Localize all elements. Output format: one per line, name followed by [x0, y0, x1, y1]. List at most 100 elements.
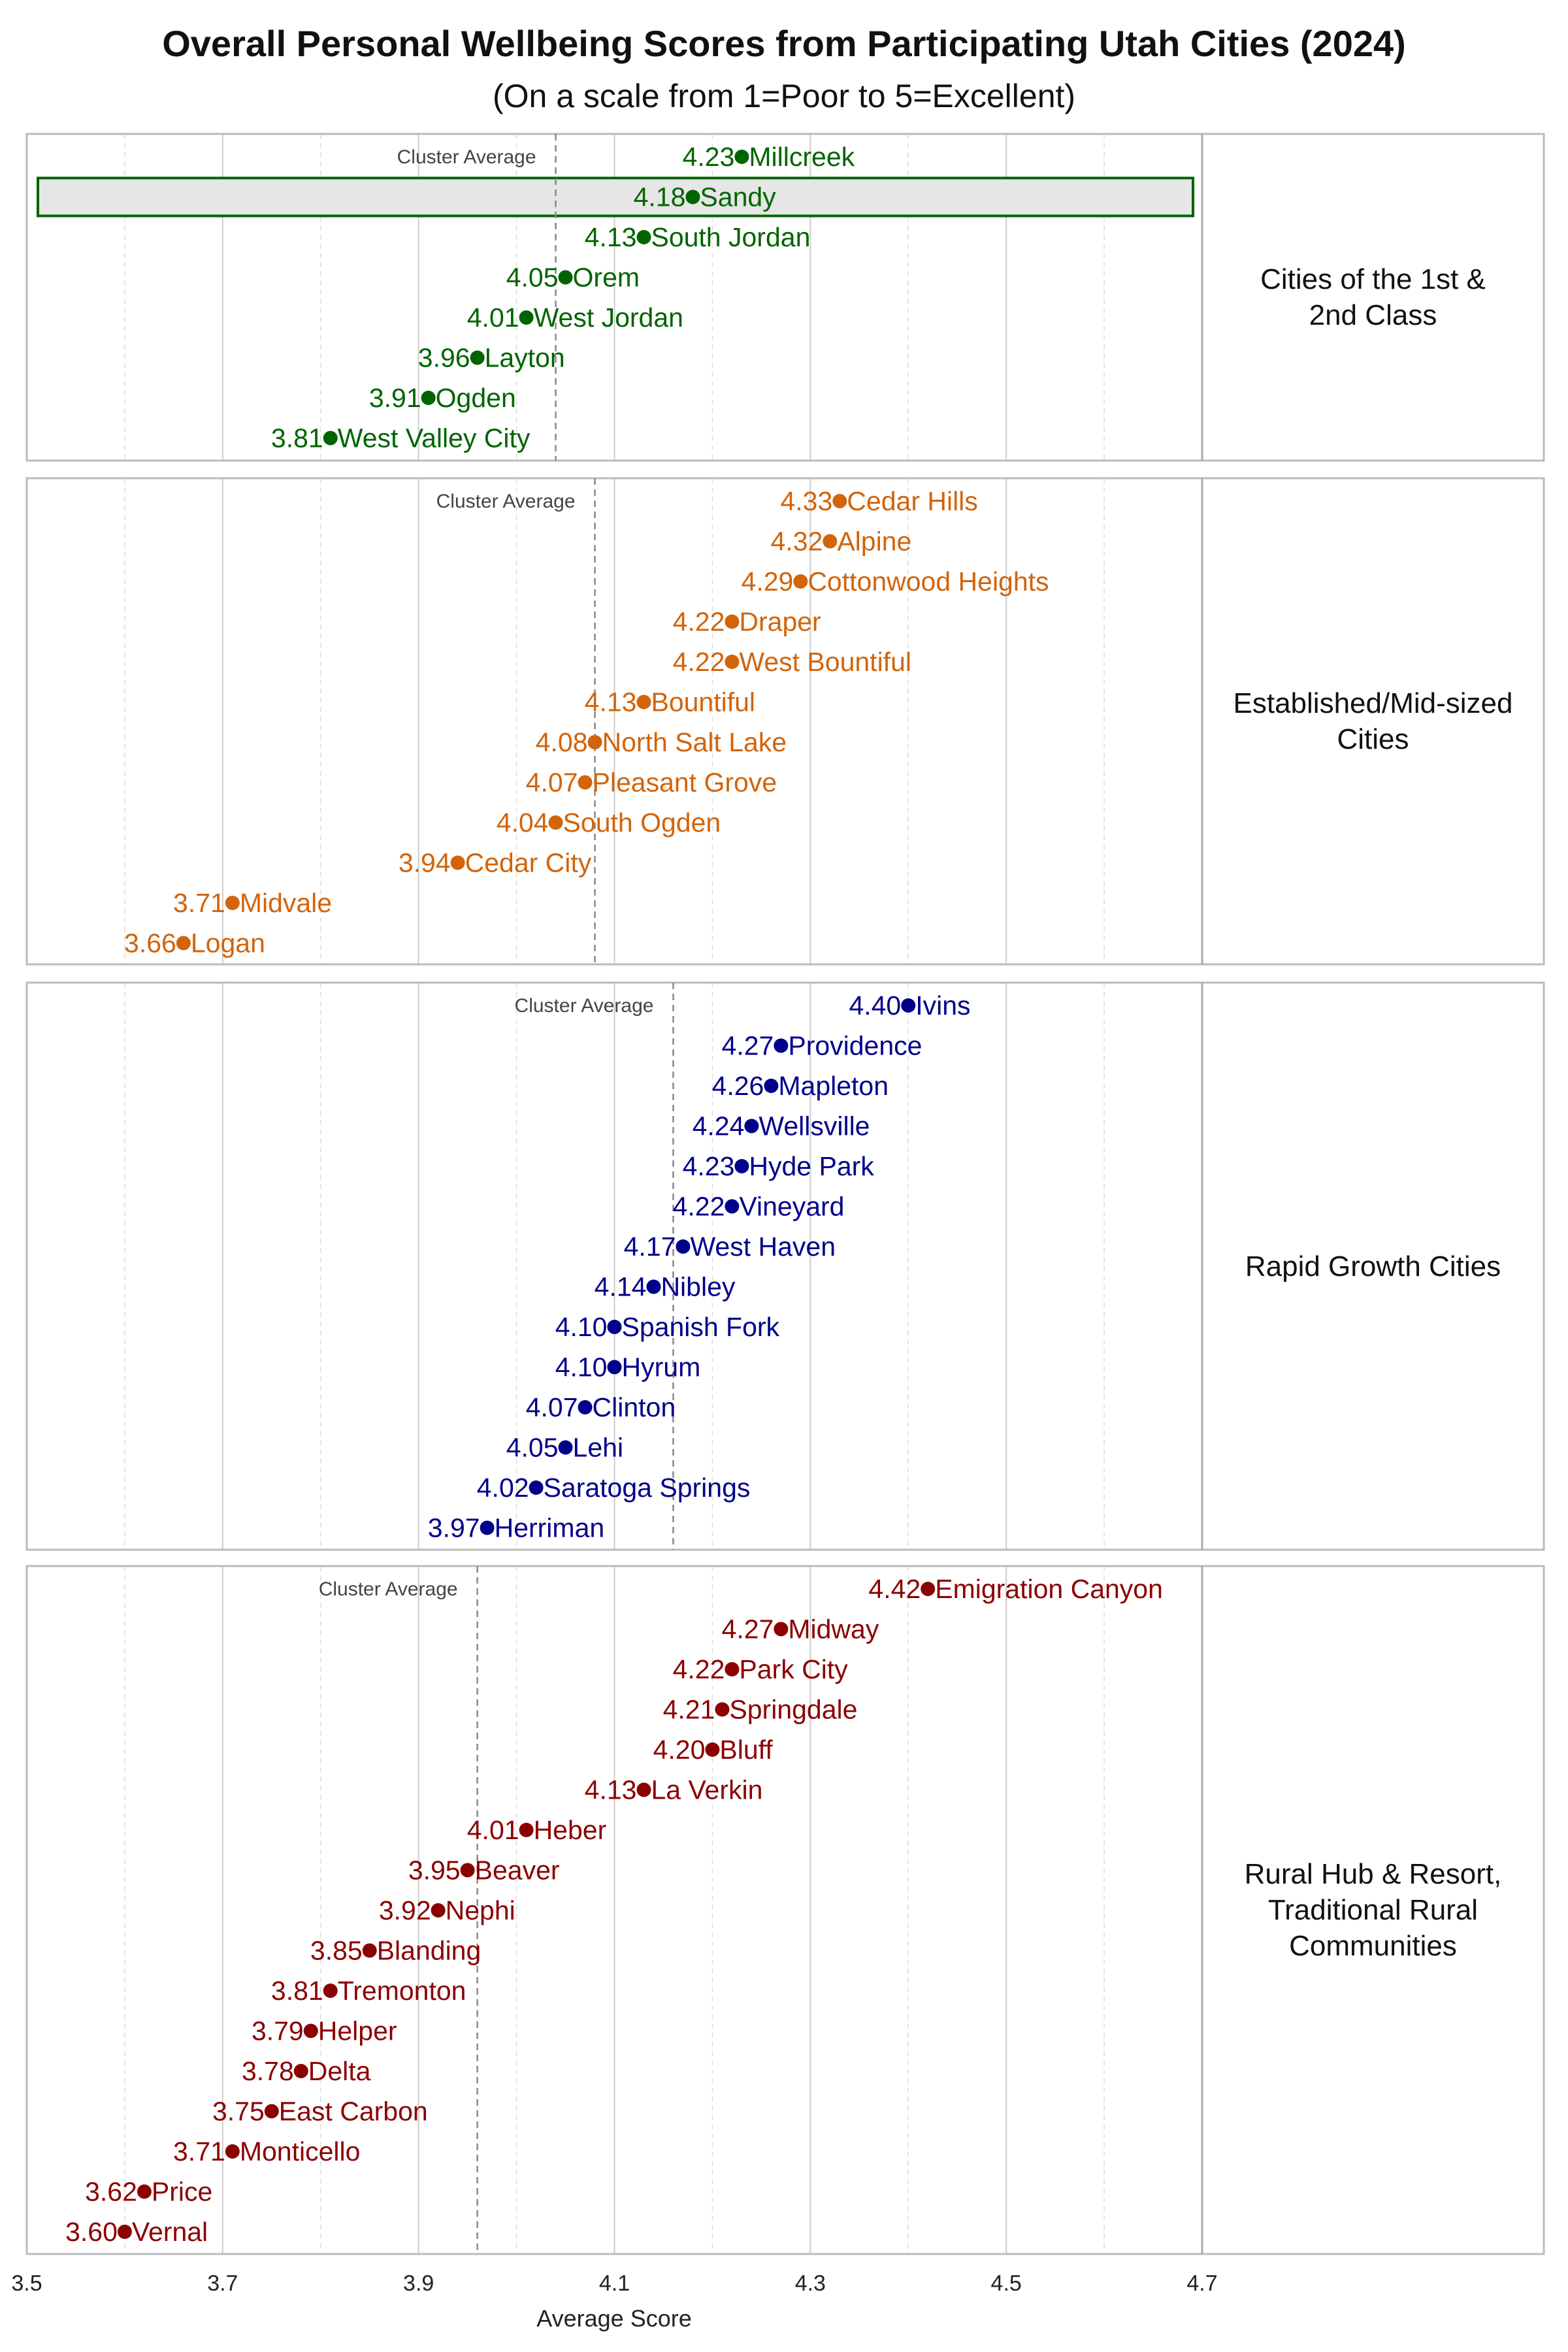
cluster-average-label: Cluster Average: [319, 1578, 458, 1600]
data-label-value: 4.01: [467, 1815, 519, 1845]
data-label-city: Park City: [739, 1654, 848, 1684]
x-tick-label: 4.7: [1186, 2271, 1217, 2296]
data-point: [774, 1622, 789, 1637]
data-label-city: South Jordan: [651, 222, 810, 252]
data-point: [636, 230, 651, 244]
data-point: [264, 2104, 279, 2119]
data-label-city: Orem: [573, 263, 640, 293]
data-point: [774, 1038, 789, 1053]
panel-frame: [25, 133, 1545, 462]
data-label-city: Spanish Fork: [622, 1312, 780, 1342]
data-point: [725, 1199, 740, 1214]
data-label-city: Midway: [788, 1614, 879, 1644]
data-label-city: Pleasant Grove: [593, 768, 777, 798]
data-point: [362, 1943, 377, 1958]
data-label-value: 3.75: [212, 2097, 265, 2127]
data-label-city: Mapleton: [778, 1071, 889, 1101]
data-label-city: Cedar City: [465, 848, 592, 878]
data-label-value: 4.13: [585, 687, 637, 717]
data-label-city: Herriman: [495, 1513, 605, 1543]
data-label-city: West Haven: [690, 1232, 836, 1262]
facet-label: Rapid Growth Cities: [1245, 1250, 1501, 1282]
data-label-city: Ivins: [915, 990, 970, 1021]
data-point: [176, 936, 191, 951]
panel-frame: [25, 981, 1545, 1551]
data-point: [460, 1863, 475, 1878]
data-point: [607, 1360, 622, 1375]
data-label-value: 4.18: [634, 182, 686, 212]
data-point: [725, 614, 740, 629]
data-label-value: 4.40: [849, 990, 901, 1021]
data-label-value: 4.29: [742, 566, 794, 596]
data-label-city: Vernal: [132, 2217, 208, 2247]
data-label-value: 3.92: [379, 1895, 431, 1925]
cluster-average-label: Cluster Average: [515, 995, 654, 1017]
data-point: [470, 350, 485, 365]
data-point: [676, 1239, 691, 1254]
x-tick-label: 3.7: [207, 2271, 238, 2296]
data-label-city: Blanding: [377, 1936, 482, 1966]
data-label-city: Ogden: [436, 383, 516, 413]
data-label-city: Cottonwood Heights: [808, 566, 1049, 596]
x-tick-label: 4.1: [599, 2271, 630, 2296]
x-tick-label: 4.3: [795, 2271, 826, 2296]
data-label-value: 3.96: [418, 343, 470, 373]
x-axis-label: Average Score: [536, 2305, 692, 2332]
data-label-city: Providence: [788, 1031, 922, 1061]
data-point: [117, 2225, 132, 2239]
data-label-city: Alpine: [837, 527, 911, 557]
data-label-value: 4.27: [722, 1614, 774, 1644]
data-label-value: 4.22: [673, 1192, 725, 1222]
data-point: [137, 2184, 152, 2199]
data-point: [323, 1984, 338, 1998]
data-label-value: 4.10: [555, 1352, 608, 1382]
data-label-value: 4.04: [497, 808, 549, 838]
data-label-value: 3.91: [369, 383, 421, 413]
data-label-city: West Bountiful: [739, 647, 911, 677]
data-label-value: 4.22: [673, 647, 725, 677]
data-label-value: 4.07: [526, 768, 578, 798]
data-point: [587, 735, 602, 749]
facet-label: Cities of the 1st & 2nd Class: [1260, 263, 1486, 331]
data-point: [734, 1159, 749, 1173]
data-label-value: 4.23: [683, 1151, 735, 1181]
data-point: [431, 1903, 446, 1918]
data-label-value: 4.27: [722, 1031, 774, 1061]
data-label-city: Tremonton: [338, 1976, 466, 2006]
data-label-value: 4.02: [477, 1473, 529, 1503]
data-point: [558, 1440, 573, 1455]
data-label-value: 4.22: [673, 1654, 725, 1684]
data-label-value: 4.33: [780, 486, 832, 516]
data-label-city: Price: [152, 2177, 212, 2207]
data-point: [715, 1702, 730, 1717]
data-label-city: Hyde Park: [749, 1151, 874, 1181]
data-label-city: North Salt Lake: [602, 727, 787, 757]
data-label-city: Delta: [308, 2056, 371, 2086]
data-point: [734, 150, 749, 164]
data-label-value: 3.85: [310, 1936, 363, 1966]
data-point: [685, 189, 700, 204]
data-label-city: Millcreek: [749, 142, 855, 172]
data-point: [225, 896, 240, 910]
x-tick-label: 3.9: [403, 2271, 434, 2296]
data-label-city: Sandy: [700, 182, 776, 212]
data-label-city: West Valley City: [338, 423, 531, 453]
facet-label: Rural Hub & Resort, Traditional Rural Co…: [1244, 1858, 1502, 1962]
data-label-city: Nephi: [446, 1895, 515, 1925]
panel-frame: [25, 477, 1545, 966]
data-point: [578, 775, 593, 790]
data-point: [293, 2064, 308, 2078]
data-label-city: Logan: [191, 928, 265, 958]
data-label-city: Lehi: [573, 1433, 624, 1463]
data-point: [529, 1480, 544, 1495]
highlight-box: [37, 176, 1194, 218]
data-point: [636, 694, 651, 710]
data-label-value: 4.14: [595, 1272, 647, 1302]
data-label-city: Wellsville: [759, 1111, 870, 1141]
data-point: [519, 310, 534, 325]
data-label-value: 4.13: [585, 222, 637, 252]
data-label-value: 3.71: [173, 888, 225, 918]
data-label-value: 4.08: [536, 727, 588, 757]
data-label-city: West Jordan: [534, 302, 683, 333]
chart-subtitle: (On a scale from 1=Poor to 5=Excellent): [492, 78, 1076, 114]
